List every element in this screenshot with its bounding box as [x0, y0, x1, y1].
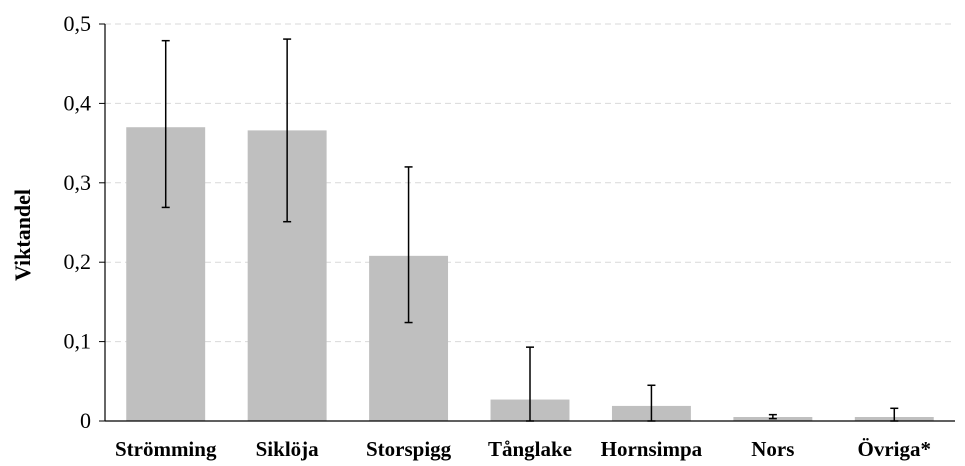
- error-bars: [161, 38, 899, 422]
- x-category-label: Strömming: [115, 437, 217, 461]
- y-tick-label: 0: [80, 408, 91, 433]
- y-axis-title: Viktandel: [10, 189, 35, 281]
- error-bar: [404, 166, 413, 324]
- gridlines: [105, 23, 955, 343]
- y-tick-label: 0,1: [64, 329, 92, 354]
- axes: [99, 23, 955, 422]
- y-tick-label: 0,5: [64, 11, 92, 36]
- x-category-label: Tånglake: [488, 437, 572, 461]
- x-category-labels: Strömming Siklöja Storspigg Tånglake Hornsim…: [115, 437, 931, 461]
- x-category-label: Hornsimpa: [601, 437, 703, 461]
- x-category-label: Nors: [751, 437, 794, 461]
- x-category-label: Siklöja: [256, 437, 320, 461]
- y-tick-label: 0,4: [64, 90, 92, 115]
- error-bar: [161, 39, 170, 209]
- error-bar: [768, 413, 777, 420]
- y-tick-labels: 0 0,1 0,2 0,3 0,4 0,5: [64, 11, 92, 433]
- error-bar: [283, 38, 292, 223]
- y-tick-label: 0,3: [64, 170, 92, 195]
- y-tick-label: 0,2: [64, 249, 92, 274]
- x-category-label: Övriga*: [858, 437, 932, 461]
- x-category-label: Storspigg: [366, 437, 452, 461]
